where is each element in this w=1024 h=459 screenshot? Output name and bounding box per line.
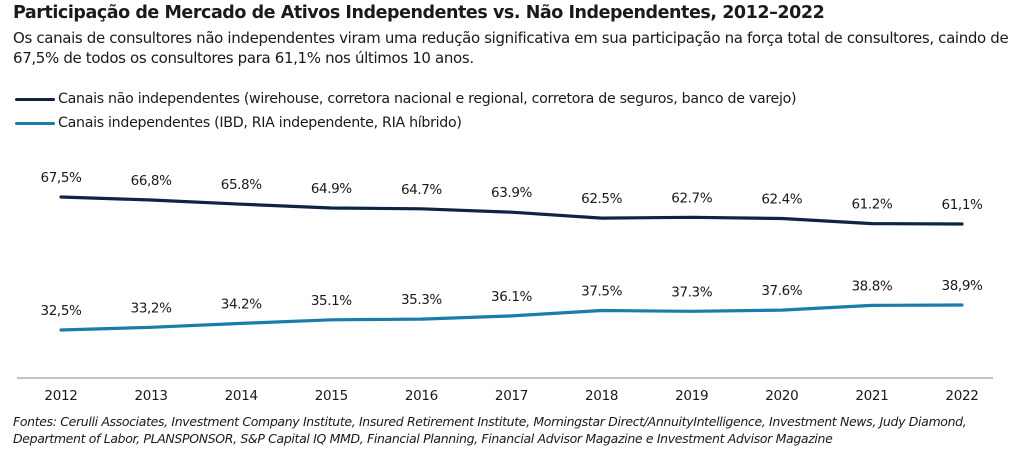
x-tick-label: 2022 xyxy=(945,388,978,404)
x-tick-label: 2018 xyxy=(585,388,618,404)
x-tick-label: 2013 xyxy=(135,388,168,404)
x-tick-layer: 2012 2013 2014 2015 2016 2017 2018 2019 2020 2021… xyxy=(44,388,978,404)
data-label: 38,9% xyxy=(942,278,983,294)
legend-item-independent: Canais independentes (IBD, RIA independe… xyxy=(15,111,796,135)
data-label: 37.5% xyxy=(581,284,622,300)
legend-swatch-non-independent xyxy=(15,97,55,101)
chart-title: Participação de Mercado de Ativos Indepe… xyxy=(13,3,825,23)
legend-label-independent: Canais independentes (IBD, RIA independe… xyxy=(58,115,462,131)
data-label: 67,5% xyxy=(41,170,82,186)
data-label: 61.2% xyxy=(851,197,892,213)
data-label: 32,5% xyxy=(41,303,82,319)
data-label: 33,2% xyxy=(131,300,172,316)
legend-label-non-independent: Canais não independentes (wirehouse, cor… xyxy=(58,91,797,107)
data-label: 36.1% xyxy=(491,289,532,305)
legend-item-non-independent: Canais não independentes (wirehouse, cor… xyxy=(15,87,797,111)
x-tick-label: 2014 xyxy=(225,388,258,404)
x-tick-label: 2016 xyxy=(405,388,438,404)
x-tick-label: 2017 xyxy=(495,388,528,404)
chart-subtitle: Os canais de consultores não independent… xyxy=(13,29,1009,67)
data-label: 38.8% xyxy=(851,278,892,294)
data-label-layer: 67,5% 66,8% 65.8% 64.9% 64.7% 63.9% 62.5% 62.7%… xyxy=(41,170,984,319)
data-label: 65.8% xyxy=(221,177,262,193)
series-line-non-independent xyxy=(59,195,964,226)
data-label: 35.3% xyxy=(401,292,442,308)
data-label: 64.7% xyxy=(401,182,442,198)
x-tick-label: 2019 xyxy=(675,388,708,404)
data-label: 37.6% xyxy=(761,283,802,299)
source-note: Fontes: Cerulli Associates, Investment C… xyxy=(13,414,967,446)
data-label: 66,8% xyxy=(131,173,172,189)
data-label: 61,1% xyxy=(942,197,983,213)
x-tick-label: 2015 xyxy=(315,388,348,404)
data-label: 37.3% xyxy=(671,284,712,300)
legend-swatch-independent xyxy=(15,121,55,125)
series-layer xyxy=(59,195,964,332)
x-tick-label: 2021 xyxy=(855,388,888,404)
data-label: 63.9% xyxy=(491,185,532,201)
data-label: 64.9% xyxy=(311,181,352,197)
data-label: 62.5% xyxy=(581,191,622,207)
x-tick-label: 2020 xyxy=(765,388,798,404)
data-label: 62.7% xyxy=(671,190,712,206)
x-tick-label: 2012 xyxy=(44,388,77,404)
data-label: 34.2% xyxy=(221,296,262,312)
data-label: 62.4% xyxy=(761,192,802,208)
series-line-independent xyxy=(59,303,964,332)
data-label: 35.1% xyxy=(311,293,352,309)
legend: Canais não independentes (wirehouse, cor… xyxy=(15,87,797,135)
